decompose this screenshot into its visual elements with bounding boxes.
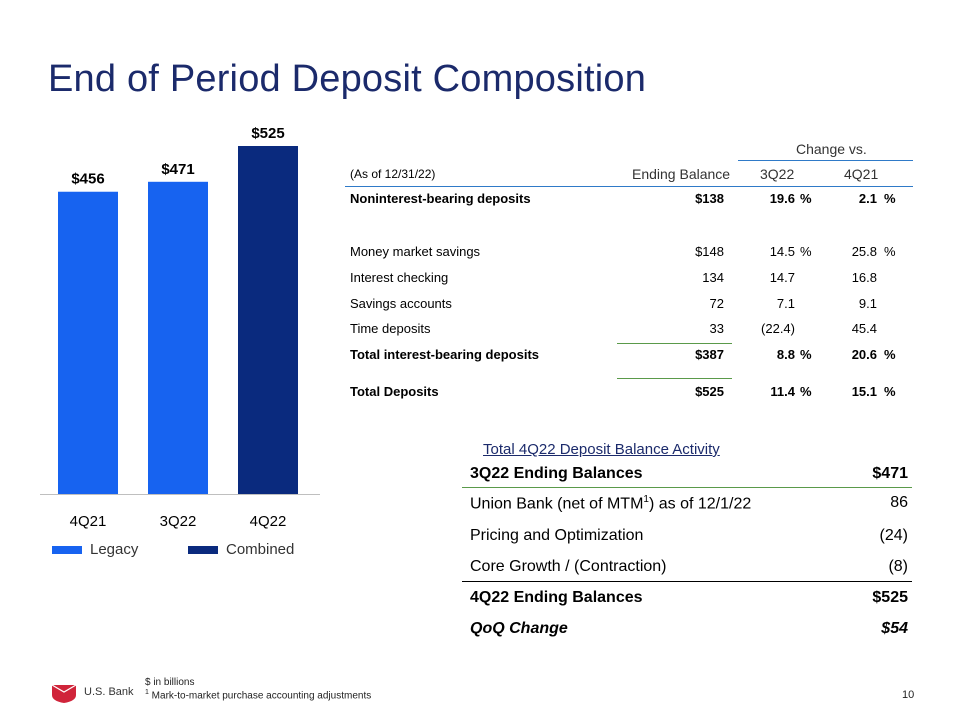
table-cell-balance: $148 bbox=[695, 244, 724, 259]
activity-label-text: Pricing and Optimization bbox=[470, 527, 644, 544]
table-cell-balance: $387 bbox=[695, 347, 724, 362]
activity-row-value: (24) bbox=[879, 527, 908, 544]
table-cell-q3: 19.6 bbox=[769, 191, 795, 206]
table-cell-q4p: % bbox=[884, 244, 896, 259]
table-cell-q4: 45.4 bbox=[851, 321, 877, 336]
x-tick-label: 3Q22 bbox=[160, 513, 197, 530]
table-cell-label: Total Deposits bbox=[350, 384, 439, 399]
table-cell-q4: 16.8 bbox=[851, 270, 877, 285]
activity-label-text: 3Q22 Ending Balances bbox=[470, 465, 643, 482]
legend-combined: Combined bbox=[188, 541, 294, 558]
table-cell-balance: $138 bbox=[695, 191, 724, 206]
table-cell-q4p: % bbox=[884, 191, 896, 206]
activity-row-value: $471 bbox=[872, 465, 908, 482]
footnote-units: $ in billions bbox=[145, 677, 195, 688]
deposit-bar-chart: $456 4Q21 $471 3Q22 $525 4Q22 bbox=[40, 125, 320, 530]
logo-text: U.S. Bank bbox=[84, 686, 134, 698]
as-of-label: (As of 12/31/22) bbox=[350, 167, 436, 181]
header-rule bbox=[345, 186, 913, 187]
table-cell-balance: 33 bbox=[709, 321, 724, 336]
table-cell-q3p: % bbox=[800, 347, 812, 362]
activity-label-text: Union Bank (net of MTM bbox=[470, 495, 644, 513]
table-cell-balance: 72 bbox=[709, 296, 724, 311]
table-cell-q4: 20.6 bbox=[851, 347, 877, 362]
footnote-mtm: 1 Mark-to-market purchase accounting adj… bbox=[145, 689, 371, 701]
table-cell-label: Savings accounts bbox=[350, 296, 452, 311]
subtotal-rule bbox=[617, 343, 732, 344]
table-cell-q3p: % bbox=[800, 191, 812, 206]
table-cell-q4p: % bbox=[884, 384, 896, 399]
total-rule bbox=[617, 378, 732, 379]
bar-value-label: $525 bbox=[251, 125, 284, 142]
activity-label-tail: ) as of 12/1/22 bbox=[648, 495, 752, 513]
table-cell-label: Interest checking bbox=[350, 270, 449, 285]
activity-label-text: QoQ Change bbox=[470, 620, 568, 637]
bar-value-label: $456 bbox=[71, 171, 104, 188]
page-number: 10 bbox=[902, 689, 915, 701]
table-cell-q4: 2.1 bbox=[858, 191, 877, 206]
table-cell-q4: 15.1 bbox=[851, 384, 877, 399]
table-cell-q3: 8.8 bbox=[776, 347, 795, 362]
activity-row-value: (8) bbox=[888, 558, 908, 575]
bar-3Q22 bbox=[148, 181, 208, 494]
legend-combined-swatch bbox=[188, 546, 218, 555]
table-cell-q4: 9.1 bbox=[858, 296, 877, 311]
bar-value-label: $471 bbox=[161, 161, 194, 178]
table-cell-q3p: % bbox=[800, 384, 812, 399]
col-ending-balance: Ending Balance bbox=[632, 166, 731, 182]
bar-4Q21 bbox=[58, 191, 118, 494]
activity-row-label: Union Bank (net of MTM1) as of 12/1/22 bbox=[470, 494, 751, 513]
activity-label-text: 4Q22 Ending Balances bbox=[470, 589, 643, 606]
change-vs-rule bbox=[738, 160, 913, 161]
us-bank-shield-icon bbox=[51, 684, 77, 703]
activity-row-value: 86 bbox=[890, 494, 908, 511]
table-cell-label: Money market savings bbox=[350, 244, 481, 259]
x-tick-label: 4Q22 bbox=[250, 513, 287, 530]
table-cell-q3: 14.5 bbox=[769, 244, 795, 259]
legend-legacy-label: Legacy bbox=[90, 541, 139, 558]
table-cell-balance: 134 bbox=[702, 270, 724, 285]
col-4q21: 4Q21 bbox=[844, 166, 879, 182]
footnote-mtm-sup: 1 bbox=[145, 689, 149, 696]
table-cell-q3: 7.1 bbox=[776, 296, 795, 311]
table-cell-balance: $525 bbox=[695, 384, 724, 399]
legend-legacy-swatch bbox=[52, 546, 82, 555]
activity-row-label: Pricing and Optimization bbox=[470, 527, 643, 545]
table-cell-q3: 14.7 bbox=[769, 270, 795, 285]
legend-combined-label: Combined bbox=[226, 541, 295, 558]
table-cell-q3p: % bbox=[800, 244, 812, 259]
x-tick-label: 4Q21 bbox=[70, 513, 107, 530]
table-cell-label: Time deposits bbox=[350, 321, 431, 336]
table-cell-q4p: % bbox=[884, 347, 896, 362]
table-cell-q3: (22.4) bbox=[761, 321, 795, 336]
activity-title: Total 4Q22 Deposit Balance Activity bbox=[483, 441, 720, 458]
legend-legacy: Legacy bbox=[52, 541, 138, 558]
page-title: End of Period Deposit Composition bbox=[48, 58, 647, 100]
footnote-mtm-text: Mark-to-market purchase accounting adjus… bbox=[148, 690, 372, 702]
table-cell-label: Noninterest-bearing deposits bbox=[350, 191, 531, 206]
activity-rule-top bbox=[462, 487, 912, 488]
table-cell-q3: 11.4 bbox=[770, 384, 795, 399]
activity-row-value: $54 bbox=[881, 620, 908, 637]
table-cell-q4: 25.8 bbox=[851, 244, 877, 259]
activity-label-sup: 1 bbox=[643, 494, 649, 505]
activity-row-label: 3Q22 Ending Balances bbox=[470, 465, 643, 483]
bar-4Q22 bbox=[238, 146, 298, 494]
table-cell-label: Total interest-bearing deposits bbox=[350, 347, 540, 362]
activity-row-label: Core Growth / (Contraction) bbox=[470, 558, 667, 576]
activity-label-text: Core Growth / (Contraction) bbox=[470, 558, 667, 575]
activity-row-label: QoQ Change bbox=[470, 620, 568, 638]
activity-rule-bottom bbox=[462, 581, 912, 582]
activity-row-value: $525 bbox=[872, 589, 908, 606]
change-vs-header: Change vs. bbox=[796, 141, 867, 157]
activity-row-label: 4Q22 Ending Balances bbox=[470, 589, 643, 607]
col-3q22: 3Q22 bbox=[760, 166, 795, 182]
